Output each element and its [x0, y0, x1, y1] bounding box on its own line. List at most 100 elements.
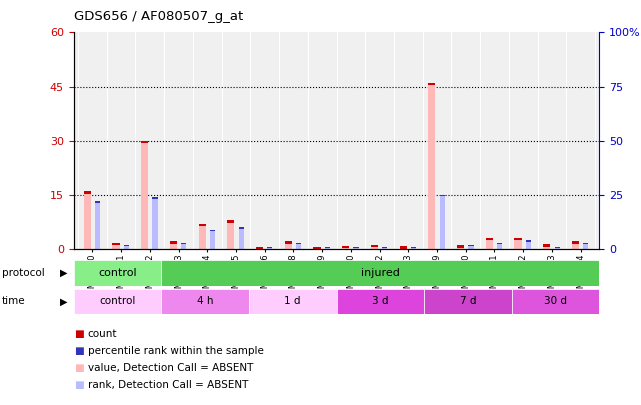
- Bar: [74, 289, 162, 314]
- Bar: [256, 247, 263, 249]
- Text: protocol: protocol: [2, 268, 45, 278]
- Bar: [74, 260, 162, 286]
- Bar: [497, 243, 503, 244]
- Bar: [526, 241, 531, 242]
- Bar: [411, 247, 416, 248]
- Bar: [411, 247, 416, 249]
- Bar: [424, 289, 512, 314]
- Bar: [141, 141, 148, 143]
- Bar: [162, 289, 249, 314]
- Bar: [342, 246, 349, 249]
- Bar: [141, 141, 148, 249]
- Bar: [497, 243, 503, 249]
- Text: 30 d: 30 d: [544, 296, 567, 306]
- Bar: [170, 241, 177, 244]
- Bar: [512, 289, 599, 314]
- Bar: [469, 245, 474, 249]
- Bar: [371, 245, 378, 247]
- Bar: [256, 247, 263, 249]
- Bar: [313, 247, 320, 249]
- Bar: [353, 247, 359, 248]
- Bar: [238, 227, 244, 229]
- Bar: [95, 201, 100, 203]
- Bar: [440, 195, 445, 249]
- Bar: [515, 238, 522, 249]
- Text: ■: ■: [74, 329, 83, 339]
- Bar: [583, 243, 588, 244]
- Bar: [399, 246, 407, 249]
- Text: control: control: [98, 268, 137, 278]
- Bar: [486, 237, 493, 249]
- Bar: [543, 244, 551, 249]
- Bar: [526, 241, 531, 249]
- Bar: [162, 260, 599, 286]
- Bar: [199, 224, 206, 226]
- Bar: [554, 247, 560, 249]
- Bar: [313, 247, 320, 249]
- Bar: [440, 195, 445, 196]
- Bar: [469, 245, 474, 246]
- Text: injured: injured: [361, 268, 400, 278]
- Bar: [296, 243, 301, 249]
- Bar: [285, 241, 292, 244]
- Text: ■: ■: [74, 346, 83, 356]
- Bar: [153, 197, 158, 249]
- Bar: [428, 83, 435, 85]
- Bar: [554, 247, 560, 248]
- Text: ■: ■: [74, 363, 83, 373]
- Bar: [515, 238, 522, 241]
- Bar: [353, 247, 359, 249]
- Bar: [170, 241, 177, 249]
- Text: ■: ■: [74, 380, 83, 390]
- Bar: [399, 246, 407, 249]
- Bar: [112, 243, 119, 245]
- Bar: [371, 245, 378, 249]
- Text: ▶: ▶: [60, 296, 67, 306]
- Bar: [95, 201, 100, 249]
- Bar: [267, 247, 272, 249]
- Bar: [457, 245, 464, 249]
- Bar: [210, 230, 215, 231]
- Bar: [583, 243, 588, 249]
- Bar: [572, 241, 579, 244]
- Bar: [486, 237, 493, 240]
- Bar: [210, 230, 215, 249]
- Bar: [228, 220, 235, 249]
- Bar: [296, 243, 301, 244]
- Bar: [228, 220, 235, 223]
- Bar: [325, 247, 330, 249]
- Bar: [325, 247, 330, 248]
- Bar: [543, 244, 551, 247]
- Bar: [199, 224, 206, 249]
- Bar: [382, 247, 387, 248]
- Text: 1 d: 1 d: [285, 296, 301, 306]
- Text: 7 d: 7 d: [460, 296, 476, 306]
- Text: 3 d: 3 d: [372, 296, 388, 306]
- Bar: [238, 228, 244, 249]
- Text: 4 h: 4 h: [197, 296, 213, 306]
- Bar: [83, 191, 91, 249]
- Text: GDS656 / AF080507_g_at: GDS656 / AF080507_g_at: [74, 10, 243, 23]
- Bar: [428, 83, 435, 249]
- Text: rank, Detection Call = ABSENT: rank, Detection Call = ABSENT: [88, 380, 248, 390]
- Bar: [342, 246, 349, 248]
- Text: control: control: [99, 296, 136, 306]
- Bar: [124, 245, 129, 246]
- Text: percentile rank within the sample: percentile rank within the sample: [88, 346, 263, 356]
- Bar: [382, 247, 387, 249]
- Text: value, Detection Call = ABSENT: value, Detection Call = ABSENT: [88, 363, 253, 373]
- Bar: [457, 245, 464, 247]
- Bar: [285, 241, 292, 249]
- Bar: [267, 247, 272, 248]
- Bar: [83, 191, 91, 194]
- Bar: [249, 289, 337, 314]
- Text: time: time: [2, 296, 26, 306]
- Bar: [337, 289, 424, 314]
- Text: count: count: [88, 329, 117, 339]
- Bar: [572, 241, 579, 249]
- Bar: [181, 243, 187, 244]
- Bar: [153, 197, 158, 198]
- Text: ▶: ▶: [60, 268, 67, 278]
- Bar: [124, 245, 129, 249]
- Bar: [181, 243, 187, 249]
